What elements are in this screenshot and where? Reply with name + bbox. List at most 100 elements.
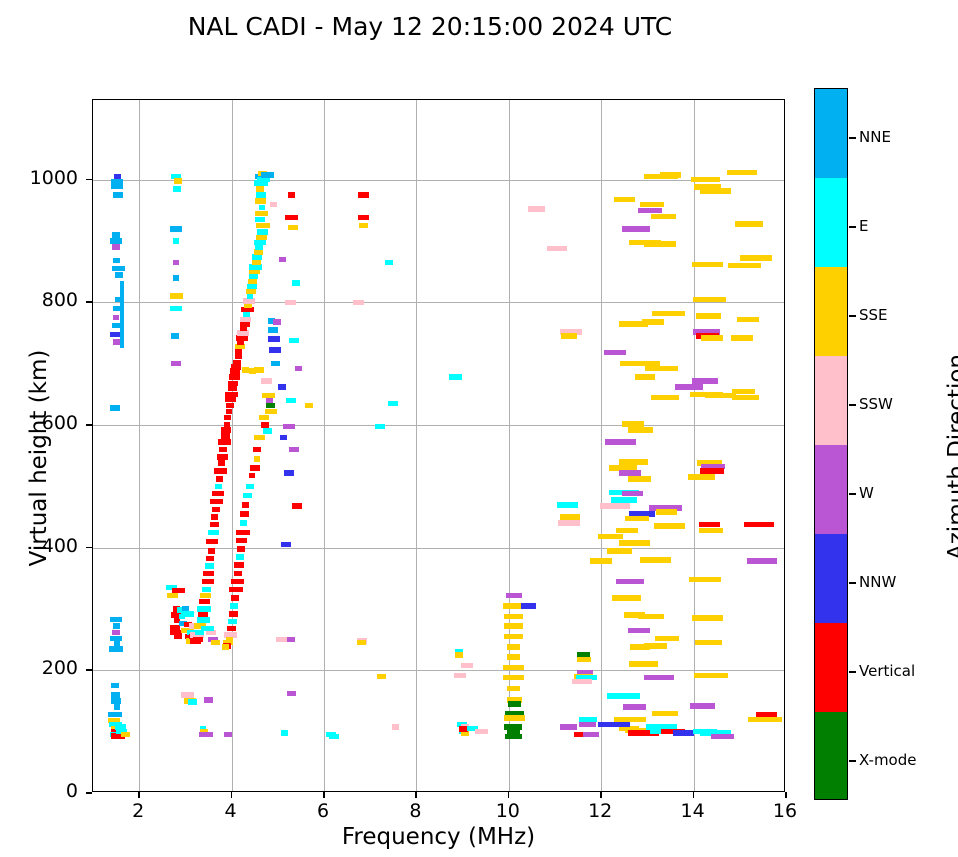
scatter-point <box>114 272 124 278</box>
scatter-point <box>507 728 520 735</box>
scatter-point <box>618 470 641 476</box>
scatter-point <box>287 224 298 231</box>
scatter-point <box>357 214 369 221</box>
scatter-point <box>205 629 216 636</box>
scatter-point <box>474 728 488 735</box>
scatter-point <box>256 192 267 198</box>
scatter-point <box>650 394 680 401</box>
scatter-point <box>576 674 597 681</box>
x-axis-label: Frequency (MHz) <box>341 824 536 850</box>
colorbar-tick <box>849 759 856 762</box>
scatter-point <box>173 238 180 244</box>
scatter-point <box>697 460 723 466</box>
scatter-point <box>112 322 120 329</box>
x-tick-label: 2 <box>132 800 145 822</box>
scatter-point <box>256 229 268 235</box>
scatter-point <box>691 615 724 621</box>
scatter-point <box>231 364 242 370</box>
scatter-point <box>211 490 224 497</box>
scatter-point <box>756 711 778 718</box>
scatter-point <box>166 584 177 591</box>
scatter-point <box>506 697 522 703</box>
scatter-point <box>639 201 665 207</box>
colorbar-label-nnw: NNW <box>859 572 897 591</box>
scatter-point <box>690 703 716 709</box>
scatter-point <box>253 456 261 462</box>
scatter-point <box>278 384 287 390</box>
scatter-point <box>606 693 641 699</box>
scatter-point <box>255 216 266 223</box>
scatter-point <box>227 618 238 625</box>
scatter-point <box>249 273 259 280</box>
scatter-point <box>627 427 654 433</box>
scatter-point <box>225 408 233 415</box>
scatter-point <box>590 558 613 564</box>
x-tick-mark <box>323 792 325 798</box>
scatter-point <box>576 670 594 676</box>
scatter-point <box>112 265 125 272</box>
colorbar-tick <box>849 136 856 139</box>
y-tick-label: 600 <box>41 412 78 435</box>
scatter-point <box>609 465 638 471</box>
scatter-point <box>305 402 314 409</box>
scatter-point <box>110 238 123 244</box>
scatter-point <box>627 627 651 634</box>
colorbar-tick <box>849 225 856 228</box>
scatter-point <box>218 460 225 466</box>
scatter-point <box>746 558 778 564</box>
scatter-point <box>254 367 265 373</box>
scatter-point <box>557 502 579 508</box>
scatter-point <box>177 607 185 613</box>
scatter-point <box>197 606 211 612</box>
scatter-point <box>639 360 661 367</box>
scatter-point <box>560 329 583 335</box>
scatter-point <box>292 280 301 286</box>
scatter-point <box>262 392 275 399</box>
scatter-point <box>619 459 648 465</box>
scatter-point <box>219 446 228 453</box>
scatter-point <box>612 595 641 601</box>
scatter-point <box>119 280 124 349</box>
scatter-point <box>377 673 387 680</box>
scatter-point <box>269 201 277 207</box>
scatter-point <box>528 206 545 212</box>
scatter-point <box>199 728 209 735</box>
scatter-point <box>275 636 288 643</box>
scatter-point <box>689 576 722 583</box>
scatter-point <box>235 348 243 355</box>
y-tick-mark <box>86 424 92 426</box>
scatter-point <box>577 652 590 658</box>
scatter-point <box>611 497 638 503</box>
scatter-point <box>259 414 269 421</box>
scatter-point <box>226 625 237 632</box>
scatter-point <box>728 262 761 269</box>
scatter-point <box>189 623 196 629</box>
colorbar-label-w: W <box>859 483 874 502</box>
colorbar-segment-nne <box>815 89 847 178</box>
scatter-point <box>638 613 664 620</box>
scatter-point <box>248 368 256 374</box>
scatter-point <box>506 644 521 650</box>
scatter-point <box>207 529 219 536</box>
gridline-horizontal <box>93 670 784 672</box>
scatter-point <box>695 313 721 319</box>
scatter-point <box>258 204 266 211</box>
x-tick-label: 16 <box>772 800 798 822</box>
scatter-point <box>109 646 123 652</box>
scatter-point <box>110 682 120 689</box>
scatter-point <box>234 343 245 350</box>
scatter-point <box>504 633 523 640</box>
figure-title: NAL CADI - May 12 20:15:00 2024 UTC <box>187 12 673 41</box>
colorbar-label: Azimuth Direction <box>944 354 958 560</box>
scatter-point <box>700 468 725 474</box>
scatter-point <box>109 331 123 338</box>
y-tick-mark <box>86 546 92 549</box>
scatter-point <box>226 636 234 643</box>
colorbar-label-x-mode: X-mode <box>859 750 917 769</box>
scatter-point <box>694 184 721 190</box>
scatter-point <box>236 537 248 544</box>
scatter-point <box>644 241 677 247</box>
scatter-point <box>111 698 122 704</box>
scatter-point <box>248 278 258 285</box>
